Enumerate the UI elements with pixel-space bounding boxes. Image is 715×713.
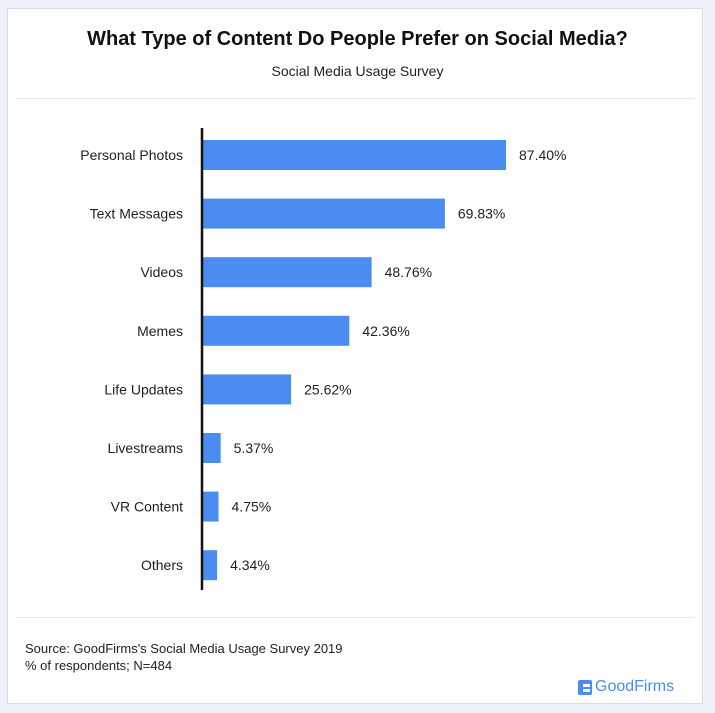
- value-label: 48.76%: [385, 264, 432, 280]
- respondents-note: % of respondents; N=484: [25, 658, 173, 673]
- source-text: Source: GoodFirms's Social Media Usage S…: [25, 641, 343, 656]
- category-label: Memes: [137, 323, 183, 339]
- value-label: 69.83%: [458, 206, 505, 222]
- category-label: Videos: [140, 264, 183, 280]
- category-label: Life Updates: [104, 381, 183, 397]
- category-label: VR Content: [111, 499, 183, 515]
- value-label: 5.37%: [234, 440, 274, 456]
- bar-7: [202, 550, 218, 581]
- category-label: Text Messages: [90, 206, 183, 222]
- bar-4: [202, 374, 292, 405]
- chart-subtitle: Social Media Usage Survey: [271, 63, 444, 79]
- chart-title: What Type of Content Do People Prefer on…: [87, 28, 628, 50]
- bar-6: [202, 491, 219, 522]
- top-divider: [16, 98, 694, 99]
- bar-2: [202, 257, 372, 288]
- category-label: Others: [141, 557, 183, 573]
- bar-0: [202, 140, 506, 170]
- category-label: Livestreams: [108, 440, 183, 456]
- value-label: 4.34%: [230, 557, 270, 573]
- goodfirms-logo: GoodFirms: [578, 678, 674, 696]
- chart-card: [7, 8, 703, 704]
- bar-1: [202, 198, 445, 229]
- goodfirms-logo-icon: [578, 679, 592, 695]
- value-label: 87.40%: [519, 147, 566, 163]
- category-label: Personal Photos: [80, 147, 183, 163]
- bar-5: [202, 433, 221, 463]
- value-label: 42.36%: [362, 323, 409, 339]
- bar-3: [202, 315, 350, 346]
- value-label: 25.62%: [304, 381, 351, 397]
- bottom-divider: [16, 617, 694, 618]
- value-label: 4.75%: [232, 499, 272, 515]
- logo-text: GoodFirms: [595, 678, 675, 695]
